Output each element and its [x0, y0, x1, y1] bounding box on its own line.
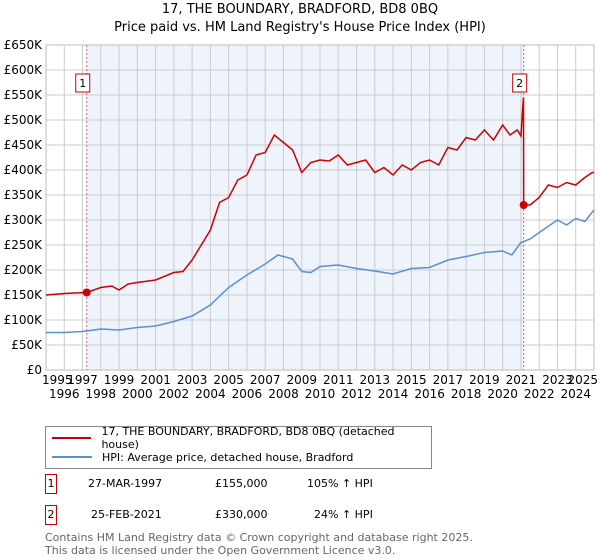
sale-price: £155,000: [215, 477, 268, 490]
x-tick-label: 2013: [360, 373, 391, 387]
plot-border: [45, 44, 595, 371]
x-tick-label: 2011: [323, 373, 354, 387]
sale-point: [519, 201, 528, 209]
x-tick-label: 2023: [542, 373, 573, 387]
y-tick-label: £600K: [4, 63, 44, 77]
x-tick-label: 1995: [42, 373, 73, 387]
ownership-shade: [86, 45, 524, 370]
y-tick-label: £100K: [4, 313, 44, 327]
legend: 17, THE BOUNDARY, BRADFORD, BD8 0BQ (det…: [45, 425, 432, 469]
y-tick-label: £500K: [4, 113, 44, 127]
sale-date: 25-FEB-2021: [91, 508, 162, 521]
x-tick-label: 2001: [140, 373, 171, 387]
y-tick-label: £200K: [4, 263, 44, 277]
chart-subtitle: Price paid vs. HM Land Registry's House …: [114, 20, 486, 35]
legend-item-property: 17, THE BOUNDARY, BRADFORD, BD8 0BQ (det…: [52, 425, 431, 451]
y-tick-label: £400K: [4, 163, 44, 177]
y-tick-label: £150K: [4, 288, 44, 302]
x-tick-label: 2024: [560, 387, 591, 401]
x-tick-label: 2016: [414, 387, 445, 401]
sale-badge: 1: [45, 474, 57, 494]
x-tick-label: 2003: [177, 373, 208, 387]
x-tick-label: 1996: [49, 387, 80, 401]
sale-hpi: 105% ↑ HPI: [307, 477, 373, 490]
x-tick-label: 2010: [305, 387, 336, 401]
x-tick-label: 2005: [213, 373, 244, 387]
x-tick-label: 2020: [487, 387, 518, 401]
x-tick-label: 2015: [396, 373, 427, 387]
sale-marker-label: 2: [516, 77, 523, 90]
y-tick-label: £550K: [4, 88, 44, 102]
x-tick-label: 1997: [67, 373, 98, 387]
x-tick-label: 2009: [286, 373, 317, 387]
sale-point: [82, 288, 91, 297]
x-tick-label: 2012: [341, 387, 372, 401]
x-tick-label: 2021: [506, 373, 537, 387]
sale-marker-label: 1: [79, 77, 86, 90]
y-tick-label: £450K: [4, 138, 44, 152]
sale-hpi: 24% ↑ HPI: [314, 508, 373, 521]
legend-label: HPI: Average price, detached house, Brad…: [102, 450, 354, 464]
legend-swatch: [52, 437, 92, 439]
x-tick-label: 2006: [232, 387, 263, 401]
x-tick-label: 2008: [268, 387, 299, 401]
footer-line: Contains HM Land Registry data © Crown c…: [45, 531, 473, 544]
sale-badge: 2: [45, 505, 57, 525]
x-tick-label: 1999: [104, 373, 135, 387]
sale-date: 27-MAR-1997: [88, 477, 163, 490]
sale-marker-box: [75, 73, 91, 93]
x-tick-label: 2000: [122, 387, 153, 401]
x-tick-label: 2019: [469, 373, 500, 387]
footer-line: This data is licensed under the Open Gov…: [45, 544, 396, 557]
y-tick-label: £250K: [4, 238, 44, 252]
y-tick-label: £650K: [4, 38, 44, 52]
series-line-hpi: [46, 209, 595, 334]
series-line-property: [45, 97, 594, 296]
legend-label: 17, THE BOUNDARY, BRADFORD, BD8 0BQ (det…: [101, 425, 395, 451]
y-tick-label: £350K: [4, 188, 44, 202]
x-tick-label: 2017: [433, 373, 464, 387]
sale-marker-box: [512, 73, 528, 93]
footer: Contains HM Land Registry data © Crown c…: [45, 531, 473, 557]
y-tick-label: £0: [27, 363, 42, 377]
x-tick-label: 2018: [451, 387, 482, 401]
plot-area: 1995199619971998199920002001200220032004…: [4, 38, 598, 401]
x-tick-label: 1998: [86, 387, 117, 401]
x-tick-label: 2004: [195, 387, 226, 401]
legend-swatch: [52, 456, 92, 458]
y-tick-label: £300K: [4, 213, 44, 227]
sale-price: £330,000: [215, 508, 268, 521]
x-tick-label: 2002: [159, 387, 190, 401]
y-tick-label: £50K: [11, 338, 43, 352]
chart-title: 17, THE BOUNDARY, BRADFORD, BD8 0BQ: [161, 2, 439, 17]
x-tick-label: 2014: [378, 387, 409, 401]
legend-item-hpi: HPI: Average price, detached house, Brad…: [52, 449, 353, 465]
x-tick-label: 2007: [250, 373, 281, 387]
x-tick-label: 2022: [524, 387, 555, 401]
x-tick-label: 2025: [567, 373, 598, 387]
